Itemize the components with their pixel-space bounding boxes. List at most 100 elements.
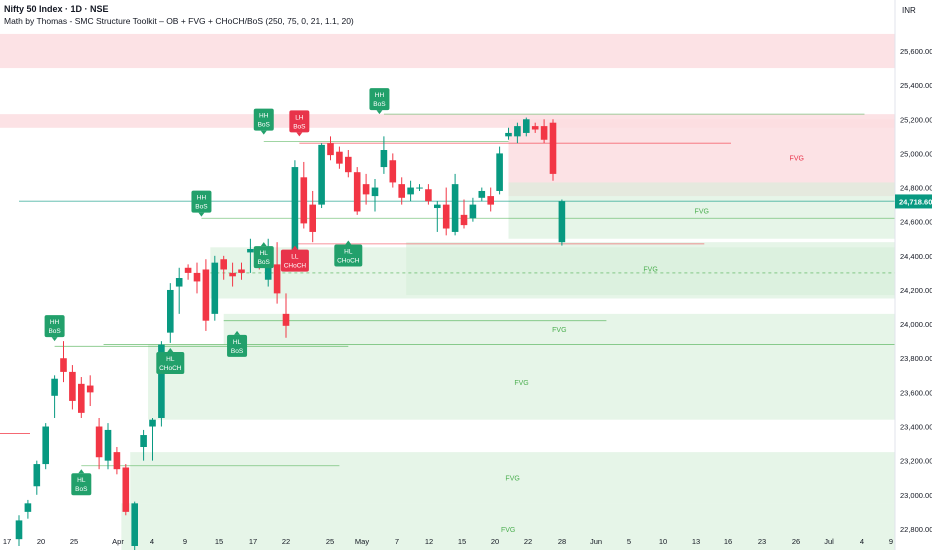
candle-body (149, 419, 156, 427)
fvg-label: FVG (552, 327, 566, 334)
candle-body (380, 150, 388, 168)
structure-label-text: CHoCH (337, 257, 360, 264)
structure-label-text: HL (77, 477, 86, 484)
candle-body (273, 264, 281, 294)
x-tick-label: 13 (692, 537, 700, 546)
structure-label-text: LL (291, 254, 299, 261)
candle-body (184, 267, 192, 273)
structure-label-text: CHoCH (159, 365, 182, 372)
y-tick-label: 25,400.00 (900, 81, 932, 90)
x-tick-label: 7 (395, 537, 399, 546)
y-tick-label: 24,600.00 (900, 218, 932, 227)
candle-body (220, 259, 227, 270)
candle-body (327, 143, 334, 156)
candle-body (318, 144, 325, 205)
candle-body (193, 272, 201, 282)
candle-body (487, 196, 494, 205)
x-tick-label: Apr (112, 537, 124, 546)
structure-label-text: HH (259, 113, 269, 120)
structure-label-text: HH (375, 92, 385, 99)
zone-green (406, 242, 895, 296)
y-tick-label: 25,000.00 (900, 149, 932, 158)
y-tick-label: 24,400.00 (900, 252, 932, 261)
candle-body (175, 278, 183, 287)
candle-body (558, 201, 566, 243)
structure-label-hl: HL BoS (71, 469, 92, 496)
structure-label-lh: LH BoS (289, 110, 310, 137)
candle-body (451, 184, 459, 232)
y-tick-label: 23,800.00 (900, 354, 932, 363)
x-tick-label: Jun (590, 537, 602, 546)
candle-body (371, 187, 379, 197)
x-tick-label: 15 (458, 537, 466, 546)
candle-body (238, 269, 245, 273)
x-tick-label: 25 (70, 537, 78, 546)
y-tick-label: 23,600.00 (900, 388, 932, 397)
candle-body (69, 371, 76, 401)
chart-title: Nifty 50 Index · 1D · NSE (4, 4, 109, 14)
candle-body (309, 204, 316, 232)
candle-body (549, 122, 557, 174)
structure-label-hl: HL CHoCH (334, 240, 363, 267)
x-tick-label: 26 (792, 537, 800, 546)
y-tick-label: 23,000.00 (900, 491, 932, 500)
candle-body (389, 160, 397, 183)
currency-label: INR (902, 6, 916, 15)
candle-body (24, 503, 32, 512)
structure-label-text: BoS (231, 348, 244, 355)
candle-body (478, 190, 486, 198)
candle-body (416, 187, 423, 189)
candle-body (104, 429, 112, 461)
fvg-label: FVG (505, 476, 519, 483)
x-tick-label: 22 (282, 537, 290, 546)
zone-green (148, 344, 896, 420)
zone-green (508, 182, 895, 239)
structure-label-hl: HL BoS (253, 242, 274, 269)
x-tick-label: 12 (425, 537, 433, 546)
structure-label-text: BoS (373, 101, 386, 108)
current-price-label: 24,718.60 (899, 197, 932, 206)
structure-label-hh: HH BoS (191, 190, 212, 217)
x-tick-label: 20 (37, 537, 45, 546)
y-tick-label: 25,200.00 (900, 115, 932, 124)
x-tick-label: 20 (491, 537, 499, 546)
structure-label-text: LH (295, 114, 304, 121)
candle-body (51, 378, 58, 396)
fvg-label: FVG (790, 156, 804, 163)
candle-body (531, 126, 539, 130)
structure-label-text: CHoCH (284, 263, 307, 270)
structure-label-text: BoS (258, 122, 271, 129)
x-tick-label: 5 (627, 537, 631, 546)
candle-body (336, 151, 343, 164)
candle-body (95, 426, 103, 458)
x-tick-label: 4 (860, 537, 864, 546)
zone-red (0, 33, 895, 69)
zone-green (223, 313, 895, 345)
x-tick-label: 9 (183, 537, 187, 546)
structure-label-text: BoS (195, 204, 208, 211)
structure-label-text: BoS (75, 486, 88, 493)
x-tick-label: 17 (249, 537, 257, 546)
y-tick-label: 22,800.00 (900, 525, 932, 534)
structure-label-hh: HH BoS (44, 315, 65, 342)
candle-body (398, 184, 405, 198)
structure-label-ll: LL CHoCH (280, 245, 309, 272)
y-tick-label: 24,000.00 (900, 320, 932, 329)
candle-body (407, 187, 414, 195)
structure-label-text: HL (166, 356, 175, 363)
structure-label-text: BoS (258, 259, 271, 266)
x-tick-label: 23 (758, 537, 766, 546)
candle-body (514, 126, 521, 137)
x-tick-label: 4 (150, 537, 154, 546)
structure-label-text: HL (344, 248, 353, 255)
x-tick-label: 9 (889, 537, 893, 546)
structure-label-text: HH (197, 195, 207, 202)
candle-body (345, 156, 352, 173)
fvg-label: FVG (501, 527, 515, 534)
y-tick-label: 23,200.00 (900, 457, 932, 466)
indicator-label: Math by Thomas - SMC Structure Toolkit –… (4, 16, 354, 26)
x-tick-label: 28 (558, 537, 566, 546)
structure-label-text: HH (50, 319, 60, 326)
fvg-label: FVG (695, 209, 709, 216)
